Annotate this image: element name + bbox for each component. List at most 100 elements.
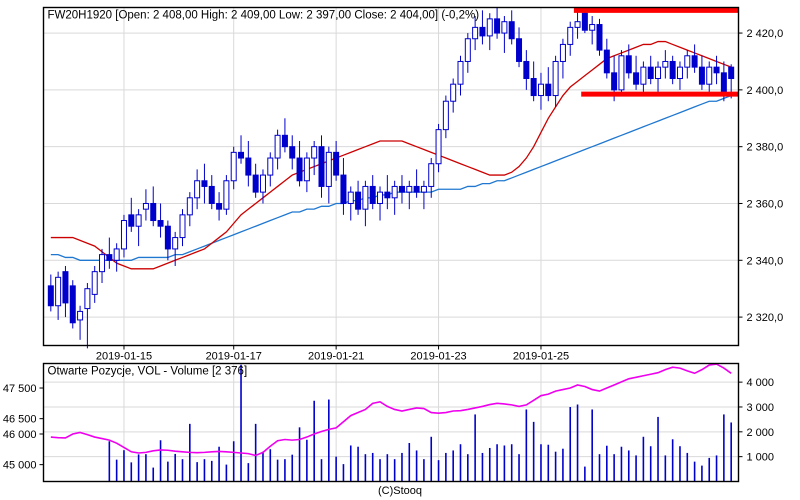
stooq-watermark: (C)Stooq: [378, 485, 422, 497]
candle-up: [135, 214, 142, 227]
candle-up: [589, 24, 596, 31]
candle-up: [457, 60, 464, 85]
price-axis-label: 2 340,0: [747, 255, 784, 267]
candle-up: [420, 185, 427, 193]
price-panel-frame: [42, 6, 740, 347]
candle-down: [494, 18, 501, 34]
candle-up: [91, 271, 98, 295]
candle-up: [77, 310, 84, 321]
open-interest-axis-label: 46 000: [3, 429, 37, 441]
candle-down: [398, 185, 405, 193]
candle-up: [559, 43, 566, 62]
candle-down: [238, 151, 245, 159]
candle-down: [47, 285, 54, 307]
price-axis-label: 2 380,0: [747, 142, 784, 154]
date-axis-label: 2019-01-23: [410, 351, 466, 363]
candle-down: [691, 55, 698, 68]
candle-down: [508, 21, 515, 40]
candle-down: [523, 60, 530, 80]
candle-down: [289, 146, 296, 159]
candle-down: [245, 157, 252, 176]
date-axis-label: 2019-01-17: [206, 351, 262, 363]
candle-down: [647, 66, 654, 80]
volume-axis-label: 3 000: [747, 402, 775, 414]
candle-up: [179, 214, 186, 239]
candle-up: [325, 151, 332, 187]
candle-up: [676, 66, 683, 80]
candle-up: [567, 26, 574, 45]
candle-down: [150, 202, 157, 222]
price-axis-label: 2 360,0: [747, 198, 784, 210]
candle-up: [501, 21, 508, 34]
candle-down: [201, 180, 208, 187]
candle-up: [347, 191, 354, 204]
candle-up: [486, 18, 493, 37]
candle-up: [172, 237, 179, 250]
candle-up: [186, 197, 193, 216]
candle-up: [662, 60, 669, 68]
candle-down: [633, 72, 640, 85]
date-axis-label: 2019-01-25: [513, 351, 569, 363]
moving-average-short-line: [50, 40, 732, 270]
candle-up: [267, 157, 274, 176]
candle-up: [303, 157, 310, 182]
candle-up: [684, 55, 691, 68]
candle-up: [472, 26, 479, 40]
candle-down: [669, 60, 676, 80]
candle-up: [274, 134, 281, 159]
candle-down: [530, 78, 537, 97]
candle-down: [603, 49, 610, 74]
candle-up: [223, 180, 230, 210]
volume-panel-frame: [42, 362, 740, 483]
volume-axis-label: 2 000: [747, 427, 775, 439]
candle-down: [698, 66, 705, 85]
candle-up: [377, 191, 384, 204]
candle-up: [552, 60, 559, 97]
candle-down: [369, 185, 376, 204]
candle-up: [311, 146, 318, 159]
candle-up: [259, 174, 266, 193]
price-axis-label: 2 420,0: [747, 28, 784, 40]
open-interest-axis-label: 45 000: [3, 460, 37, 472]
candle-down: [216, 202, 223, 210]
date-axis-label: 2019-01-21: [308, 351, 364, 363]
volume-axis-label: 1 000: [747, 452, 775, 464]
candle-up: [120, 220, 127, 250]
candle-down: [479, 26, 486, 37]
candle-down: [296, 157, 303, 182]
moving-average-long-line: [50, 94, 732, 261]
candle-up: [435, 129, 442, 165]
candle-up: [655, 66, 662, 80]
volume-axis-label: 4 000: [747, 377, 775, 389]
candle-down: [384, 191, 391, 199]
candle-down: [355, 191, 362, 210]
candle-down: [69, 285, 76, 324]
candle-down: [157, 220, 164, 227]
price-panel-title: FW20H1920 [Open: 2 408,00 High: 2 409,00…: [48, 10, 480, 22]
candle-down: [545, 83, 552, 97]
candle-up: [142, 202, 149, 210]
candle-down: [728, 66, 735, 80]
candle-up: [84, 288, 91, 310]
candle-up: [640, 66, 647, 85]
candle-down: [713, 66, 720, 74]
candle-up: [706, 66, 713, 85]
candle-down: [252, 174, 259, 193]
candle-down: [413, 185, 420, 193]
open-interest-line: [50, 363, 732, 457]
candle-down: [611, 72, 618, 91]
candle-down: [318, 146, 325, 187]
candle-up: [464, 38, 471, 62]
candle-down: [333, 151, 340, 176]
price-axis-label: 2 400,0: [747, 85, 784, 97]
candle-down: [62, 271, 69, 304]
candle-down: [106, 254, 113, 261]
candle-down: [281, 134, 288, 148]
candle-up: [537, 83, 544, 97]
price-axis-label: 2 320,0: [747, 312, 784, 324]
candle-up: [450, 83, 457, 102]
candle-up: [230, 151, 237, 182]
candle-up: [113, 248, 120, 261]
